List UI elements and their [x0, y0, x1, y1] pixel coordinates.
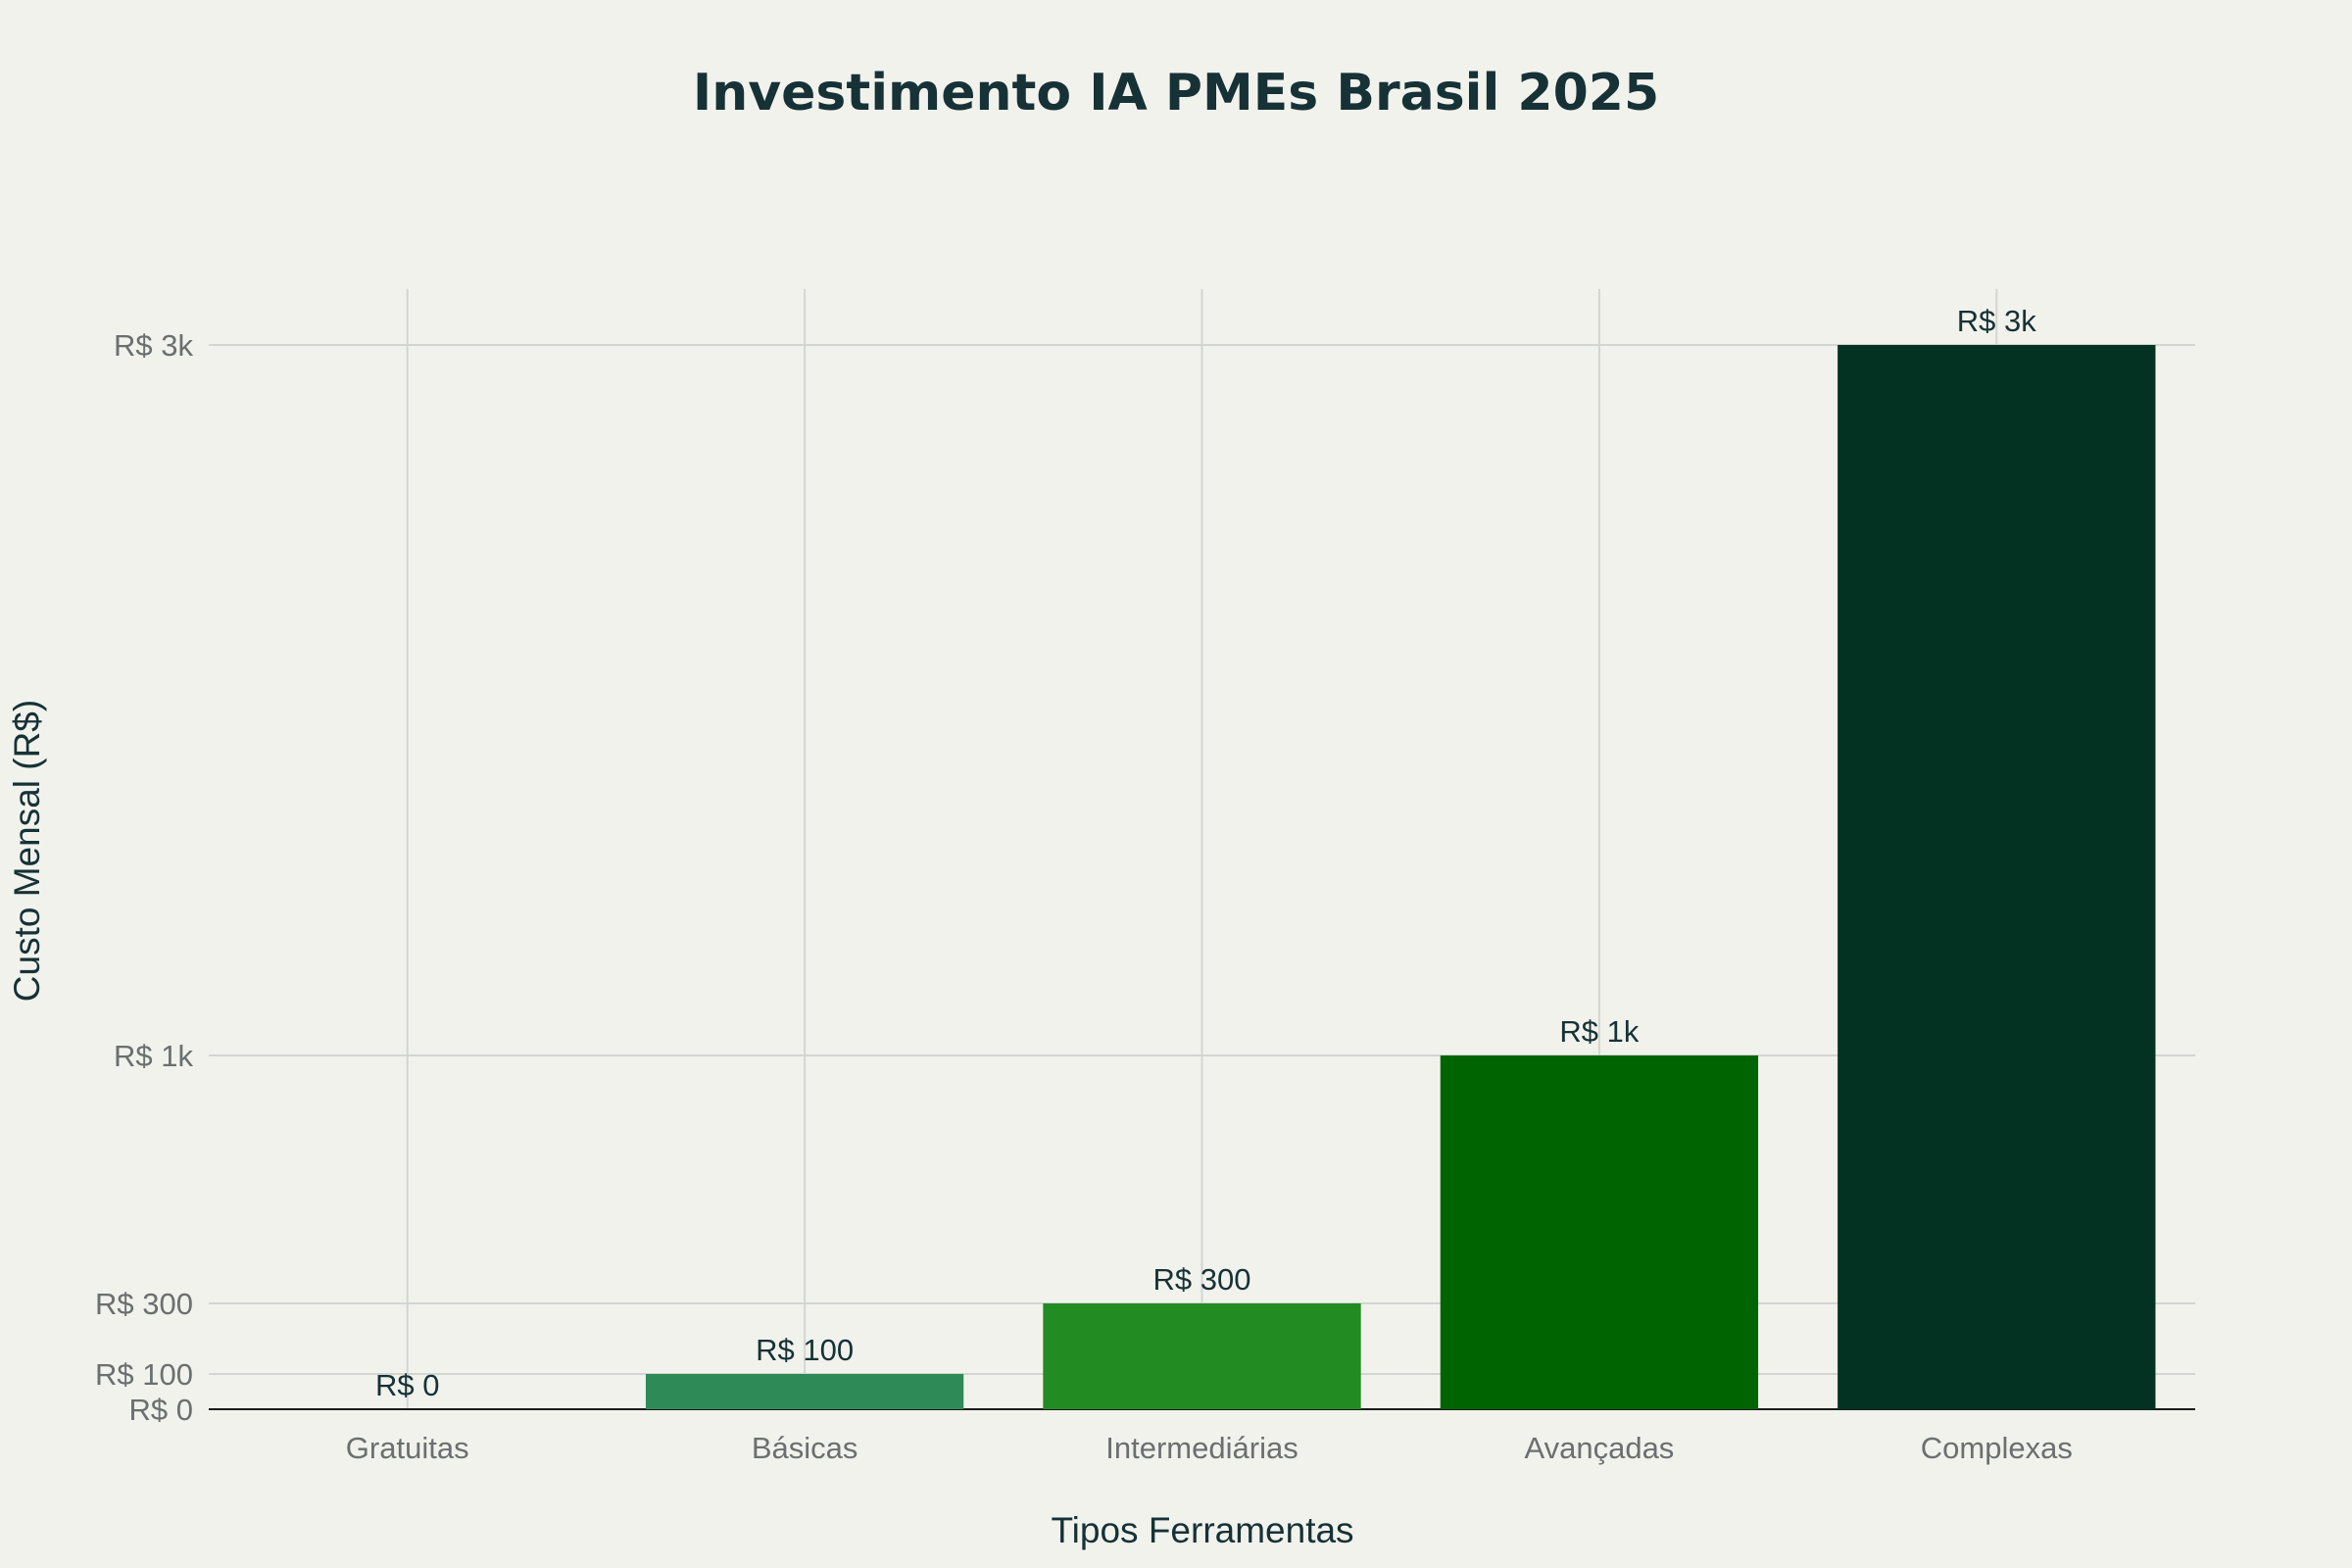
- bar: [1838, 345, 2156, 1409]
- bar: [1043, 1303, 1361, 1409]
- data-label: R$ 1k: [1559, 1014, 1639, 1049]
- data-label: R$ 300: [1153, 1262, 1251, 1297]
- chart-title: Investimento IA PMEs Brasil 2025: [693, 64, 1659, 122]
- x-tick-label: Básicas: [752, 1431, 858, 1465]
- data-label: R$ 100: [756, 1333, 854, 1367]
- data-label: R$ 0: [375, 1368, 439, 1402]
- x-tick-label: Avançadas: [1524, 1431, 1674, 1465]
- data-label: R$ 3k: [1957, 304, 2036, 338]
- y-tick-label: R$ 300: [95, 1287, 193, 1321]
- bar: [1440, 1055, 1759, 1409]
- y-axis-title: Custo Mensal (R$): [7, 700, 47, 1002]
- bar-layer: [645, 345, 2156, 1409]
- x-tick-label: Intermediárias: [1105, 1431, 1298, 1465]
- y-tick-label: R$ 3k: [114, 328, 193, 363]
- y-tick-label: R$ 100: [95, 1357, 193, 1392]
- label-layer: R$ 0 R$ 100 R$ 300 R$ 1k R$ 3k: [375, 304, 2036, 1402]
- y-tick-label: R$ 0: [129, 1393, 193, 1427]
- bar: [645, 1374, 964, 1409]
- y-tick-label: R$ 1k: [114, 1039, 193, 1073]
- x-tick-label: Complexas: [1921, 1431, 2073, 1465]
- x-tick-label: Gratuitas: [346, 1431, 469, 1465]
- x-axis-title: Tipos Ferramentas: [1051, 1510, 1353, 1550]
